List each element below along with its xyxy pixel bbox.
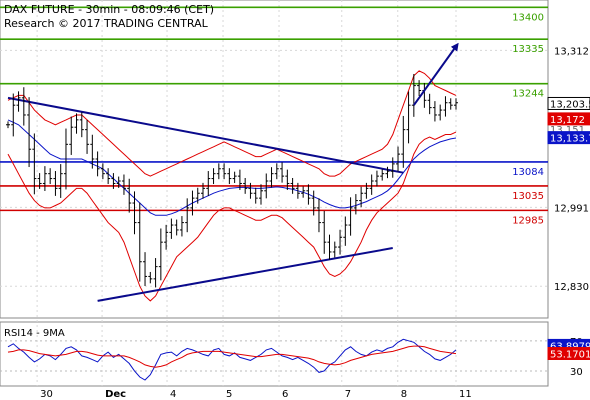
grid <box>0 0 548 386</box>
level-label-13035: 13035 <box>512 191 544 202</box>
price-tag: 13,133.7 <box>550 134 590 145</box>
x-tick-label: 11 <box>459 389 472 400</box>
chart-source: Research © 2017 TRADING CENTRAL <box>4 17 209 30</box>
price-tag-box <box>547 131 590 145</box>
x-tick-label: 30 <box>40 389 53 400</box>
x-tick-label: 6 <box>282 389 288 400</box>
price-tag-box <box>547 112 590 126</box>
level-label-13244: 13244 <box>512 89 544 100</box>
rsi-label: RSI14 - 9MA <box>4 328 65 339</box>
price-tag: 13,151 <box>550 125 585 136</box>
level-label-13400: 13400 <box>512 12 544 23</box>
indicator-lines <box>7 70 457 302</box>
x-tick-label: 7 <box>345 389 351 400</box>
main-plot-area <box>0 0 549 319</box>
chart-title: DAX FUTURE - 30min - 08:09:46 (CET) <box>4 3 214 16</box>
rsi-tag: 63.8979 <box>550 341 590 352</box>
y-tick-label: 12,991 <box>554 203 589 214</box>
price-tag-box <box>547 96 590 110</box>
up-arrow <box>413 42 459 106</box>
trendlines <box>7 96 404 302</box>
y-tick-label: 12,830 <box>554 282 589 293</box>
rsi-tag: 53.1701 <box>550 349 590 360</box>
x-tick-label: 4 <box>170 389 176 400</box>
bollinger_lower-line <box>7 131 457 302</box>
trendline-1 <box>97 247 393 302</box>
level-label-13335: 13335 <box>512 44 544 55</box>
rsi-plot-area <box>0 321 549 387</box>
rsi-series-rsi14 <box>7 338 457 381</box>
ma_blue-line <box>7 119 457 216</box>
trendline-0 <box>7 96 404 174</box>
x-tick-label: 5 <box>226 389 232 400</box>
horizontal-levels <box>0 6 548 212</box>
bollinger_upper-line <box>7 70 457 177</box>
level-label-12985: 12985 <box>512 215 544 226</box>
price-bars <box>6 73 458 288</box>
y-tick-label: 13,312 <box>554 46 589 57</box>
rsi-lines <box>7 338 457 381</box>
rsi-tag-box <box>547 346 590 360</box>
level-labels: 13400 13335 13244 13084 13035 12985 <box>512 12 544 226</box>
price-tag: 13,172 <box>550 115 585 126</box>
price-tag: 13,203.5 <box>550 99 590 110</box>
level-label-13084: 13084 <box>512 167 544 178</box>
x-tick-label: Dec <box>105 389 126 400</box>
x-tick-label: 8 <box>401 389 407 400</box>
rsi-series-9ma <box>7 345 457 368</box>
rsi-tick-label: 30 <box>570 367 583 378</box>
forecast-arrow <box>413 42 459 106</box>
